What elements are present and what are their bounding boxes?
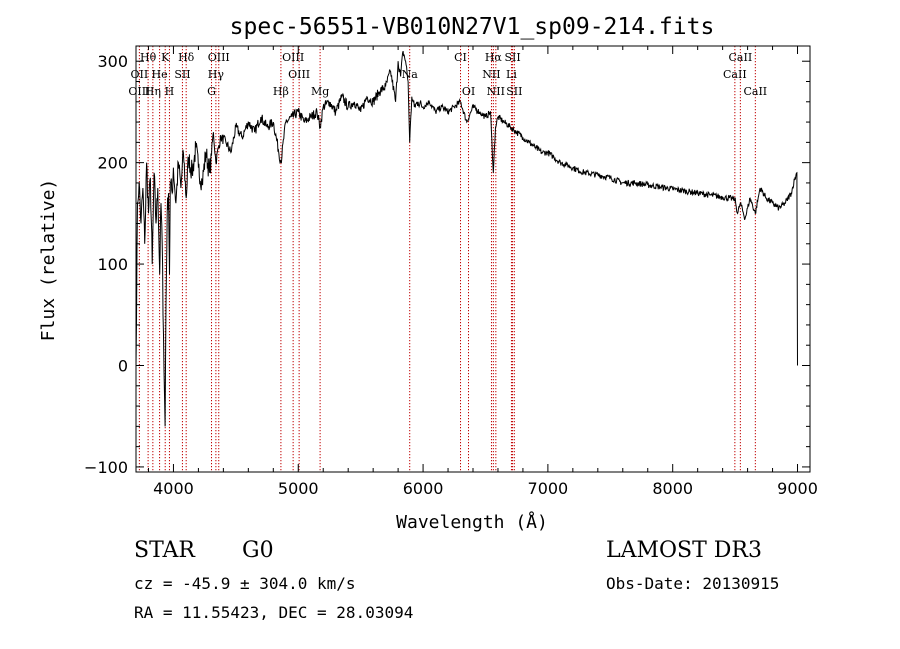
- x-tick-label: 6000: [403, 479, 444, 498]
- spectral-line-label: Hβ: [273, 85, 289, 98]
- x-tick-label: 7000: [528, 479, 569, 498]
- y-axis-label: Flux (relative): [38, 179, 59, 342]
- y-tick-label: 0: [118, 357, 128, 376]
- class-label: STAR: [134, 538, 195, 563]
- y-tick-label: 300: [97, 52, 128, 71]
- spectral-line-label: Hη: [145, 85, 161, 98]
- spectral-line-label: OIII: [288, 68, 310, 81]
- spectral-line-label: Hα: [485, 51, 503, 64]
- subclass-label: G0: [242, 538, 274, 563]
- spectral-line-label: CaII: [723, 68, 747, 81]
- x-axis-label: Wavelength (Å): [396, 511, 548, 533]
- x-tick-label: 5000: [278, 479, 319, 498]
- spectral-line-label: OI: [462, 85, 475, 98]
- flux-series-line: [135, 50, 798, 427]
- y-tick-label: −100: [84, 458, 128, 477]
- spectral-line-label: CaII: [729, 51, 753, 64]
- spectral-line-label: G: [207, 85, 216, 98]
- y-tick-label: 200: [97, 154, 128, 173]
- x-tick-label: 8000: [652, 479, 693, 498]
- survey-label: LAMOST DR3: [606, 538, 762, 563]
- spectral-line-label: H: [165, 85, 175, 98]
- spectral-line-label: Li: [506, 68, 517, 81]
- x-tick-label: 9000: [777, 479, 818, 498]
- spectral-line-label: K: [161, 51, 170, 64]
- plot-frame: [135, 45, 811, 473]
- spectral-line-label: Hγ: [208, 68, 225, 81]
- x-tick-label: 4000: [153, 479, 194, 498]
- coordinates-text: RA = 11.55423, DEC = 28.03094: [134, 603, 414, 622]
- spectral-line-label: Mg: [311, 85, 329, 98]
- spectral-line-label: OIII: [128, 85, 150, 98]
- spectral-line-label: NII: [482, 68, 500, 81]
- spectral-line-label: Hδ: [178, 51, 195, 64]
- spectral-line-label: NII: [487, 85, 505, 98]
- spectral-line-label: CI: [454, 51, 467, 64]
- obs-date-text: Obs-Date: 20130915: [606, 574, 780, 593]
- spectral-line-label: He: [152, 68, 168, 81]
- chart-title: spec-56551-VB010N27V1_sp09-214.fits: [230, 14, 715, 40]
- spectral-line-label: OIII: [208, 51, 230, 64]
- spectral-line-label: CaII: [743, 85, 767, 98]
- spectral-line-label: OIII: [282, 51, 304, 64]
- spectral-line-label: Na: [402, 68, 419, 81]
- spectral-line-label: Hθ: [140, 51, 157, 64]
- spectral-line-label: SII: [506, 85, 522, 98]
- spectral-line-label: SII: [504, 51, 520, 64]
- spectral-line-label: OII: [131, 68, 149, 81]
- redshift-text: cz = -45.9 ± 304.0 km/s: [134, 574, 356, 593]
- spectral-line-label: SII: [174, 68, 190, 81]
- y-tick-label: 100: [97, 255, 128, 274]
